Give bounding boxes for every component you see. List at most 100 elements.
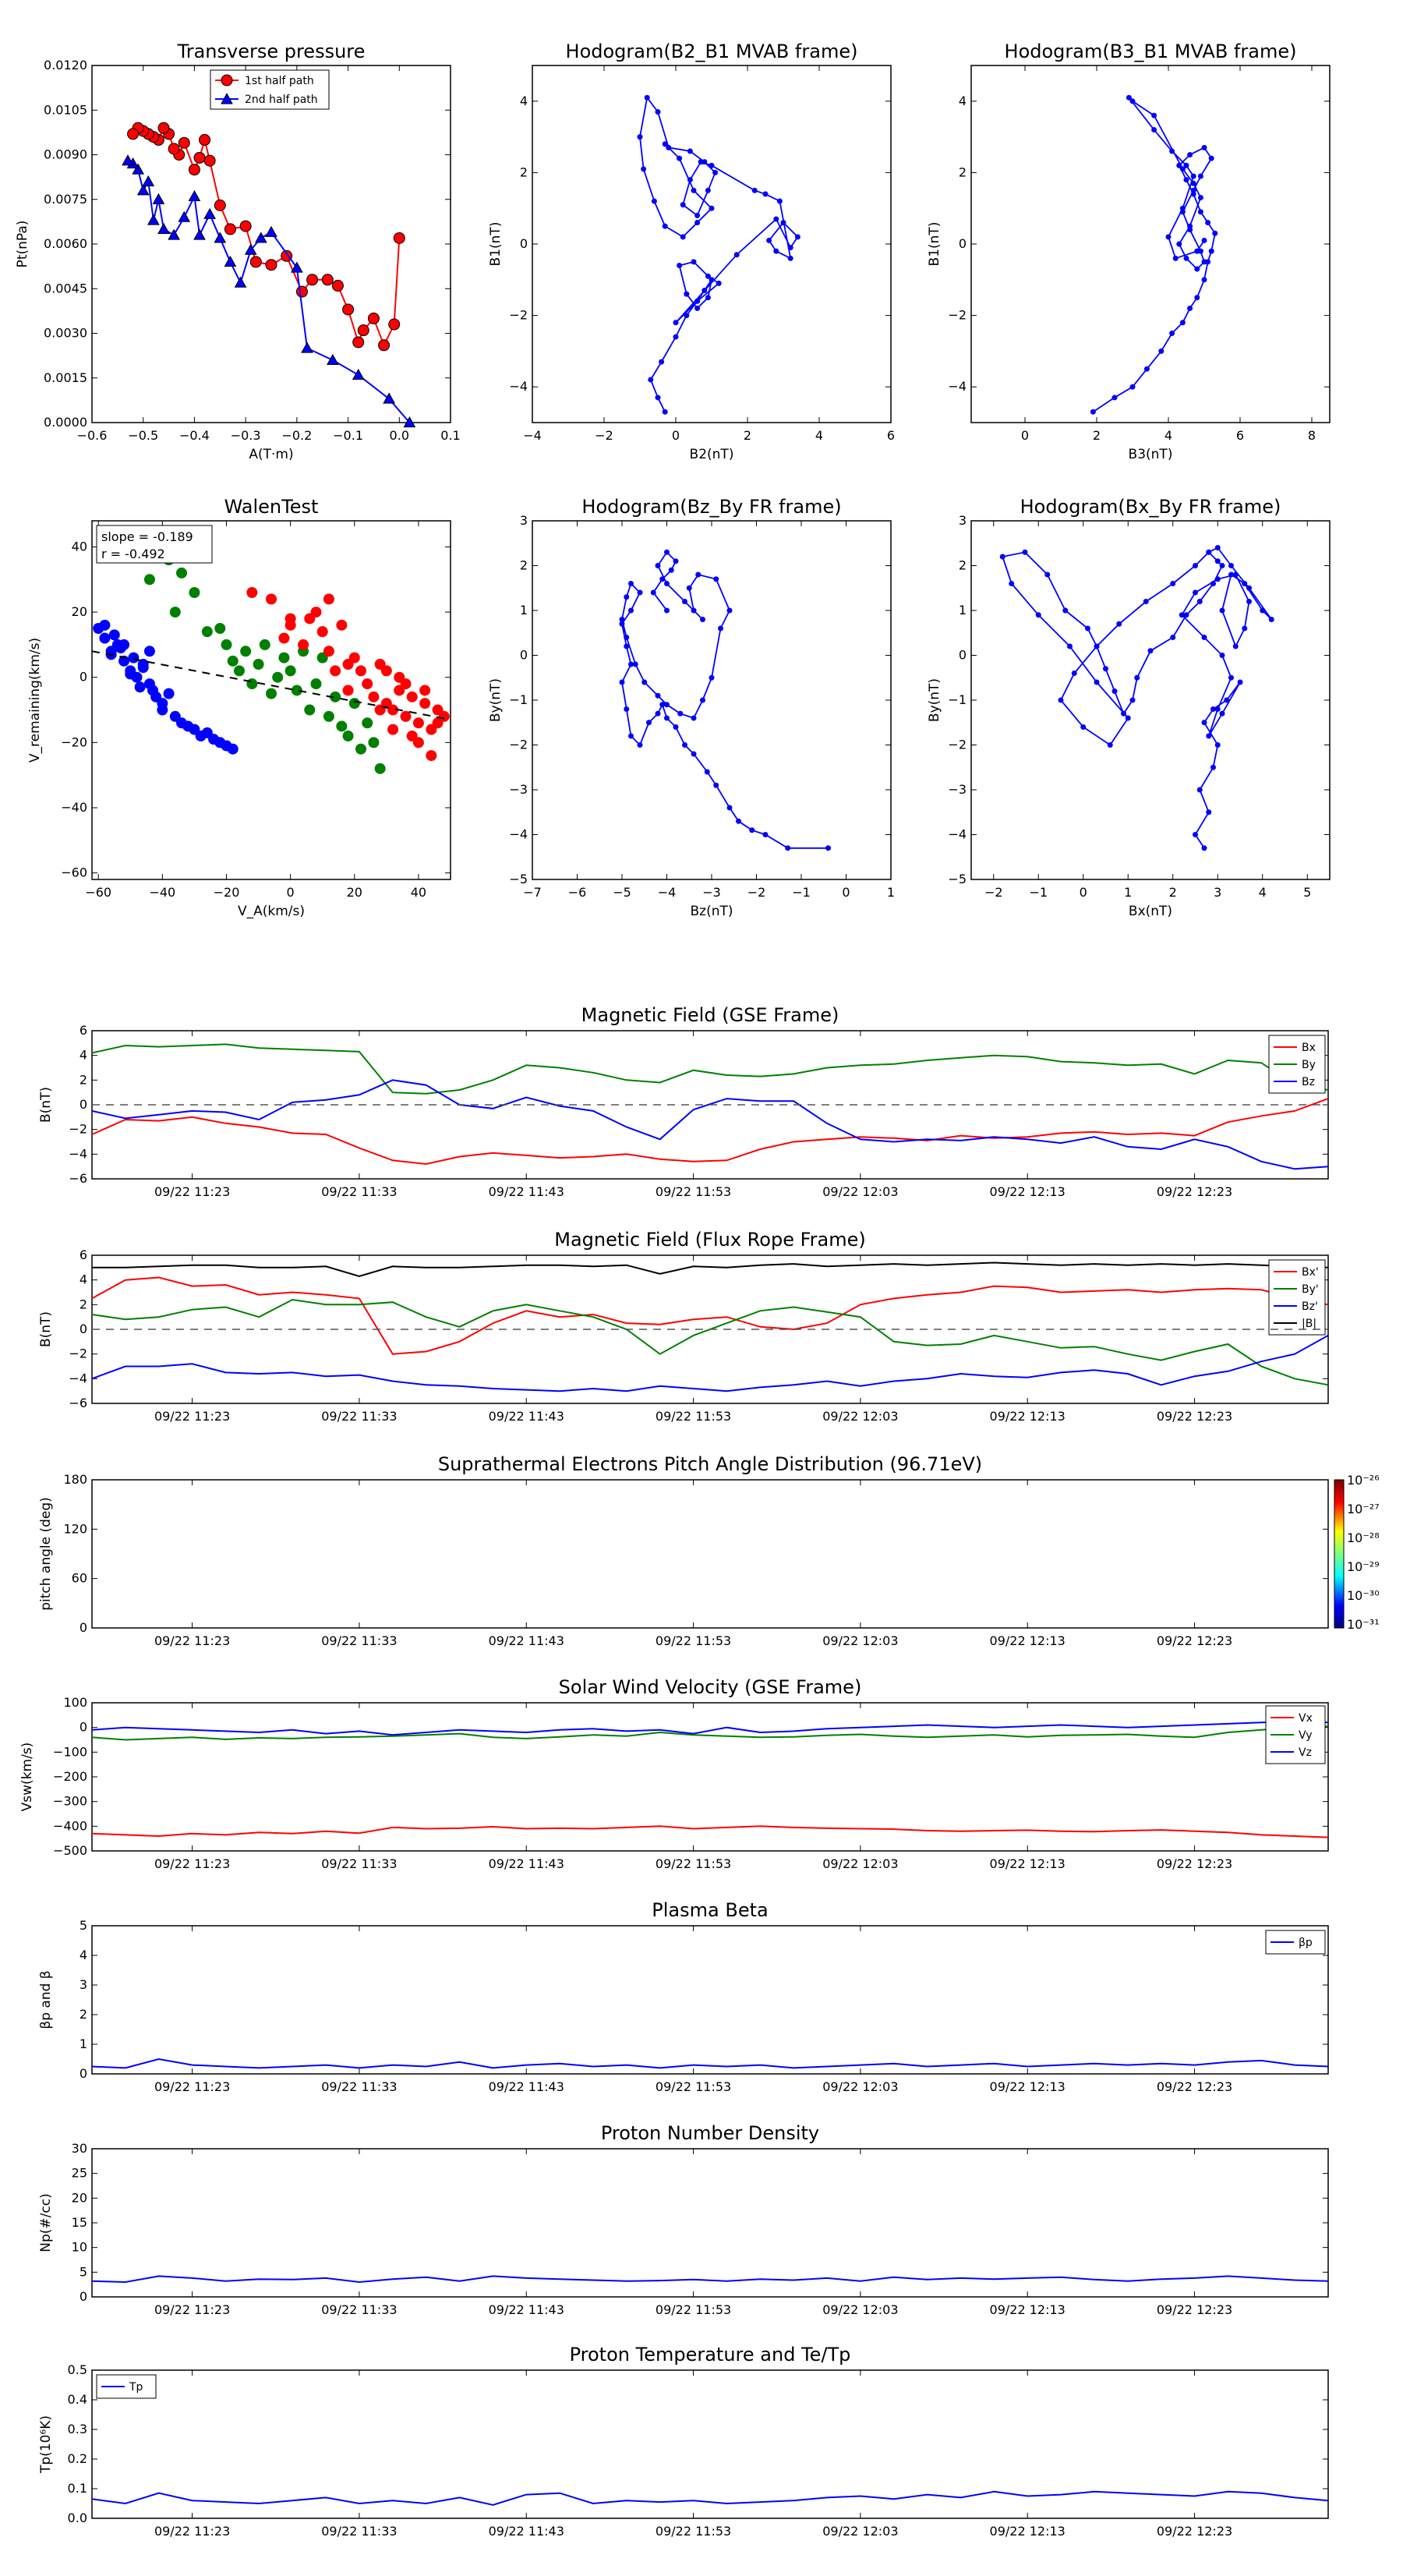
hodogram-point <box>673 558 679 564</box>
y-tick-label: −2 <box>509 738 528 752</box>
chart-title: Hodogram(B2_B1 MVAB frame) <box>566 41 858 62</box>
x-tick-label: 09/22 11:53 <box>656 1856 731 1871</box>
scatter-point <box>342 659 354 670</box>
y-tick-label: −20 <box>61 734 87 749</box>
chart-title: Hodogram(Bz_By FR frame) <box>581 496 841 518</box>
panel: Magnetic Field (Flux Rope Frame) −6 −4 −2 0 2… <box>38 1229 1329 1424</box>
chart-title: WalenTest <box>224 496 319 518</box>
y-tick-label: 3 <box>80 1977 87 1992</box>
x-tick-label: 0.1 <box>440 428 460 443</box>
scatter-point <box>310 678 322 690</box>
series-line <box>91 2275 1329 2284</box>
y-tick-label: 2 <box>80 1297 87 1311</box>
hodogram-point <box>1194 266 1200 272</box>
y-tick-label: −100 <box>53 1744 87 1759</box>
hodogram-point <box>1194 295 1200 301</box>
scatter-point <box>380 665 392 677</box>
hodogram-point <box>1201 144 1207 150</box>
x-tick-label: 0 <box>1021 428 1029 443</box>
scatter-point <box>147 685 159 696</box>
hodogram-point <box>1183 162 1189 168</box>
hodogram-point <box>687 177 693 183</box>
y-axis-label: By(nT) <box>488 678 504 722</box>
x-tick-label: −20 <box>214 885 240 900</box>
y-tick-label: 0.0015 <box>44 370 87 385</box>
scatter-point <box>419 698 431 709</box>
y-axis-label: B1(nT) <box>488 222 504 267</box>
x-tick-label: 09/22 12:03 <box>822 1184 898 1199</box>
data-point-1st-half <box>295 285 308 298</box>
hodogram-point <box>1194 248 1200 254</box>
x-tick-label: 09/22 11:23 <box>154 2302 230 2317</box>
hodogram-point <box>619 621 625 627</box>
data-point-2nd-half <box>193 228 206 240</box>
y-tick-label: 4 <box>520 94 528 108</box>
hodogram-point <box>766 237 772 243</box>
y-tick-label: 0 <box>520 236 528 251</box>
data-point-2nd-half <box>255 232 267 243</box>
hodogram-point <box>709 205 715 211</box>
scatter-point <box>419 685 431 696</box>
y-tick-label: 4 <box>80 1948 87 1962</box>
y-tick-label: 0 <box>959 236 967 251</box>
panel: Hodogram(B3_B1 MVAB frame) −4 −2 0 2 4 0 2 4 6 8 B3… <box>927 41 1331 462</box>
scatter-point <box>233 665 245 677</box>
hodogram-point <box>619 679 625 685</box>
data-point-2nd-half <box>178 211 191 222</box>
y-tick-label: 0 <box>80 2066 87 2081</box>
x-tick-label: 09/22 12:23 <box>1157 2079 1232 2094</box>
x-tick-label: 20 <box>347 885 362 900</box>
axes-frame <box>91 1479 1329 1629</box>
data-point-1st-half <box>239 220 252 232</box>
series-line <box>91 1079 1329 1170</box>
hodogram-point <box>1228 571 1234 578</box>
y-tick-label: −2 <box>948 308 967 323</box>
y-tick-label: 0.0045 <box>44 281 87 295</box>
hodogram-point <box>644 94 650 101</box>
data-point-1st-half <box>342 303 355 316</box>
hodogram-point <box>655 563 661 568</box>
scatter-point <box>362 678 373 690</box>
x-tick-label: 09/22 12:13 <box>990 1633 1066 1648</box>
data-point-2nd-half <box>403 416 416 428</box>
y-tick-label: 2 <box>80 1072 87 1087</box>
hodogram-point <box>1183 255 1189 261</box>
y-tick-label: 6 <box>80 1023 87 1038</box>
hodogram-point <box>1201 237 1207 243</box>
hodogram-point <box>1151 126 1157 133</box>
x-axis-label: Bz(nT) <box>690 904 733 919</box>
x-tick-label: 09/22 11:43 <box>489 1633 564 1648</box>
axes-frame <box>91 65 451 423</box>
scatter-point <box>278 632 290 644</box>
y-axis-label: B(nT) <box>38 1087 54 1123</box>
y-tick-label: 0.5 <box>68 2362 87 2377</box>
hodogram-point <box>682 599 687 604</box>
hodogram-point <box>702 288 708 294</box>
series-line <box>91 1825 1329 1838</box>
chart-title: Proton Temperature and Te/Tp <box>570 2344 851 2365</box>
x-tick-label: 09/22 12:23 <box>1157 1856 1232 1871</box>
x-tick-label: 09/22 11:33 <box>321 1856 397 1871</box>
x-tick-label: 09/22 11:33 <box>321 1633 397 1648</box>
y-tick-label: −6 <box>69 1396 87 1410</box>
series-line-2nd-half <box>127 160 411 423</box>
hodogram-point <box>637 742 643 748</box>
x-tick-label: 09/22 11:53 <box>656 1184 731 1199</box>
hodogram-point <box>713 576 719 582</box>
chart-title: Plasma Beta <box>652 1899 768 1921</box>
hodogram-point <box>651 198 657 204</box>
hodogram-point <box>655 710 661 717</box>
scatter-point <box>143 574 155 586</box>
hodogram-point <box>1208 155 1214 161</box>
scatter-point <box>284 619 296 631</box>
scatter-point <box>246 587 258 598</box>
hodogram-point <box>1143 366 1150 372</box>
data-point-2nd-half <box>224 255 237 267</box>
x-tick-label: −1 <box>792 885 811 900</box>
hodogram-point <box>1143 599 1149 604</box>
scatter-point <box>99 632 111 644</box>
hodogram-point <box>624 594 630 600</box>
y-tick-label: −500 <box>53 1843 87 1858</box>
hodogram-point <box>624 635 630 640</box>
data-point-2nd-half <box>291 261 303 273</box>
